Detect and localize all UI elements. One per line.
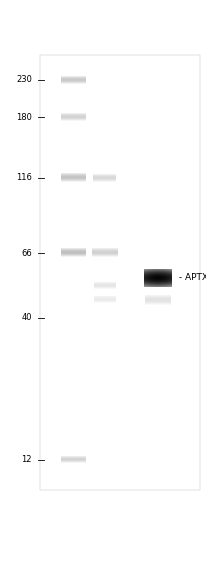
Bar bbox=[40, 55, 200, 490]
Text: 12: 12 bbox=[21, 455, 32, 465]
Text: 116: 116 bbox=[16, 174, 32, 182]
Text: - APTX: - APTX bbox=[176, 273, 206, 283]
Text: 230: 230 bbox=[16, 76, 32, 85]
Text: 40: 40 bbox=[21, 314, 32, 322]
Text: 180: 180 bbox=[16, 113, 32, 121]
Text: 66: 66 bbox=[21, 248, 32, 258]
